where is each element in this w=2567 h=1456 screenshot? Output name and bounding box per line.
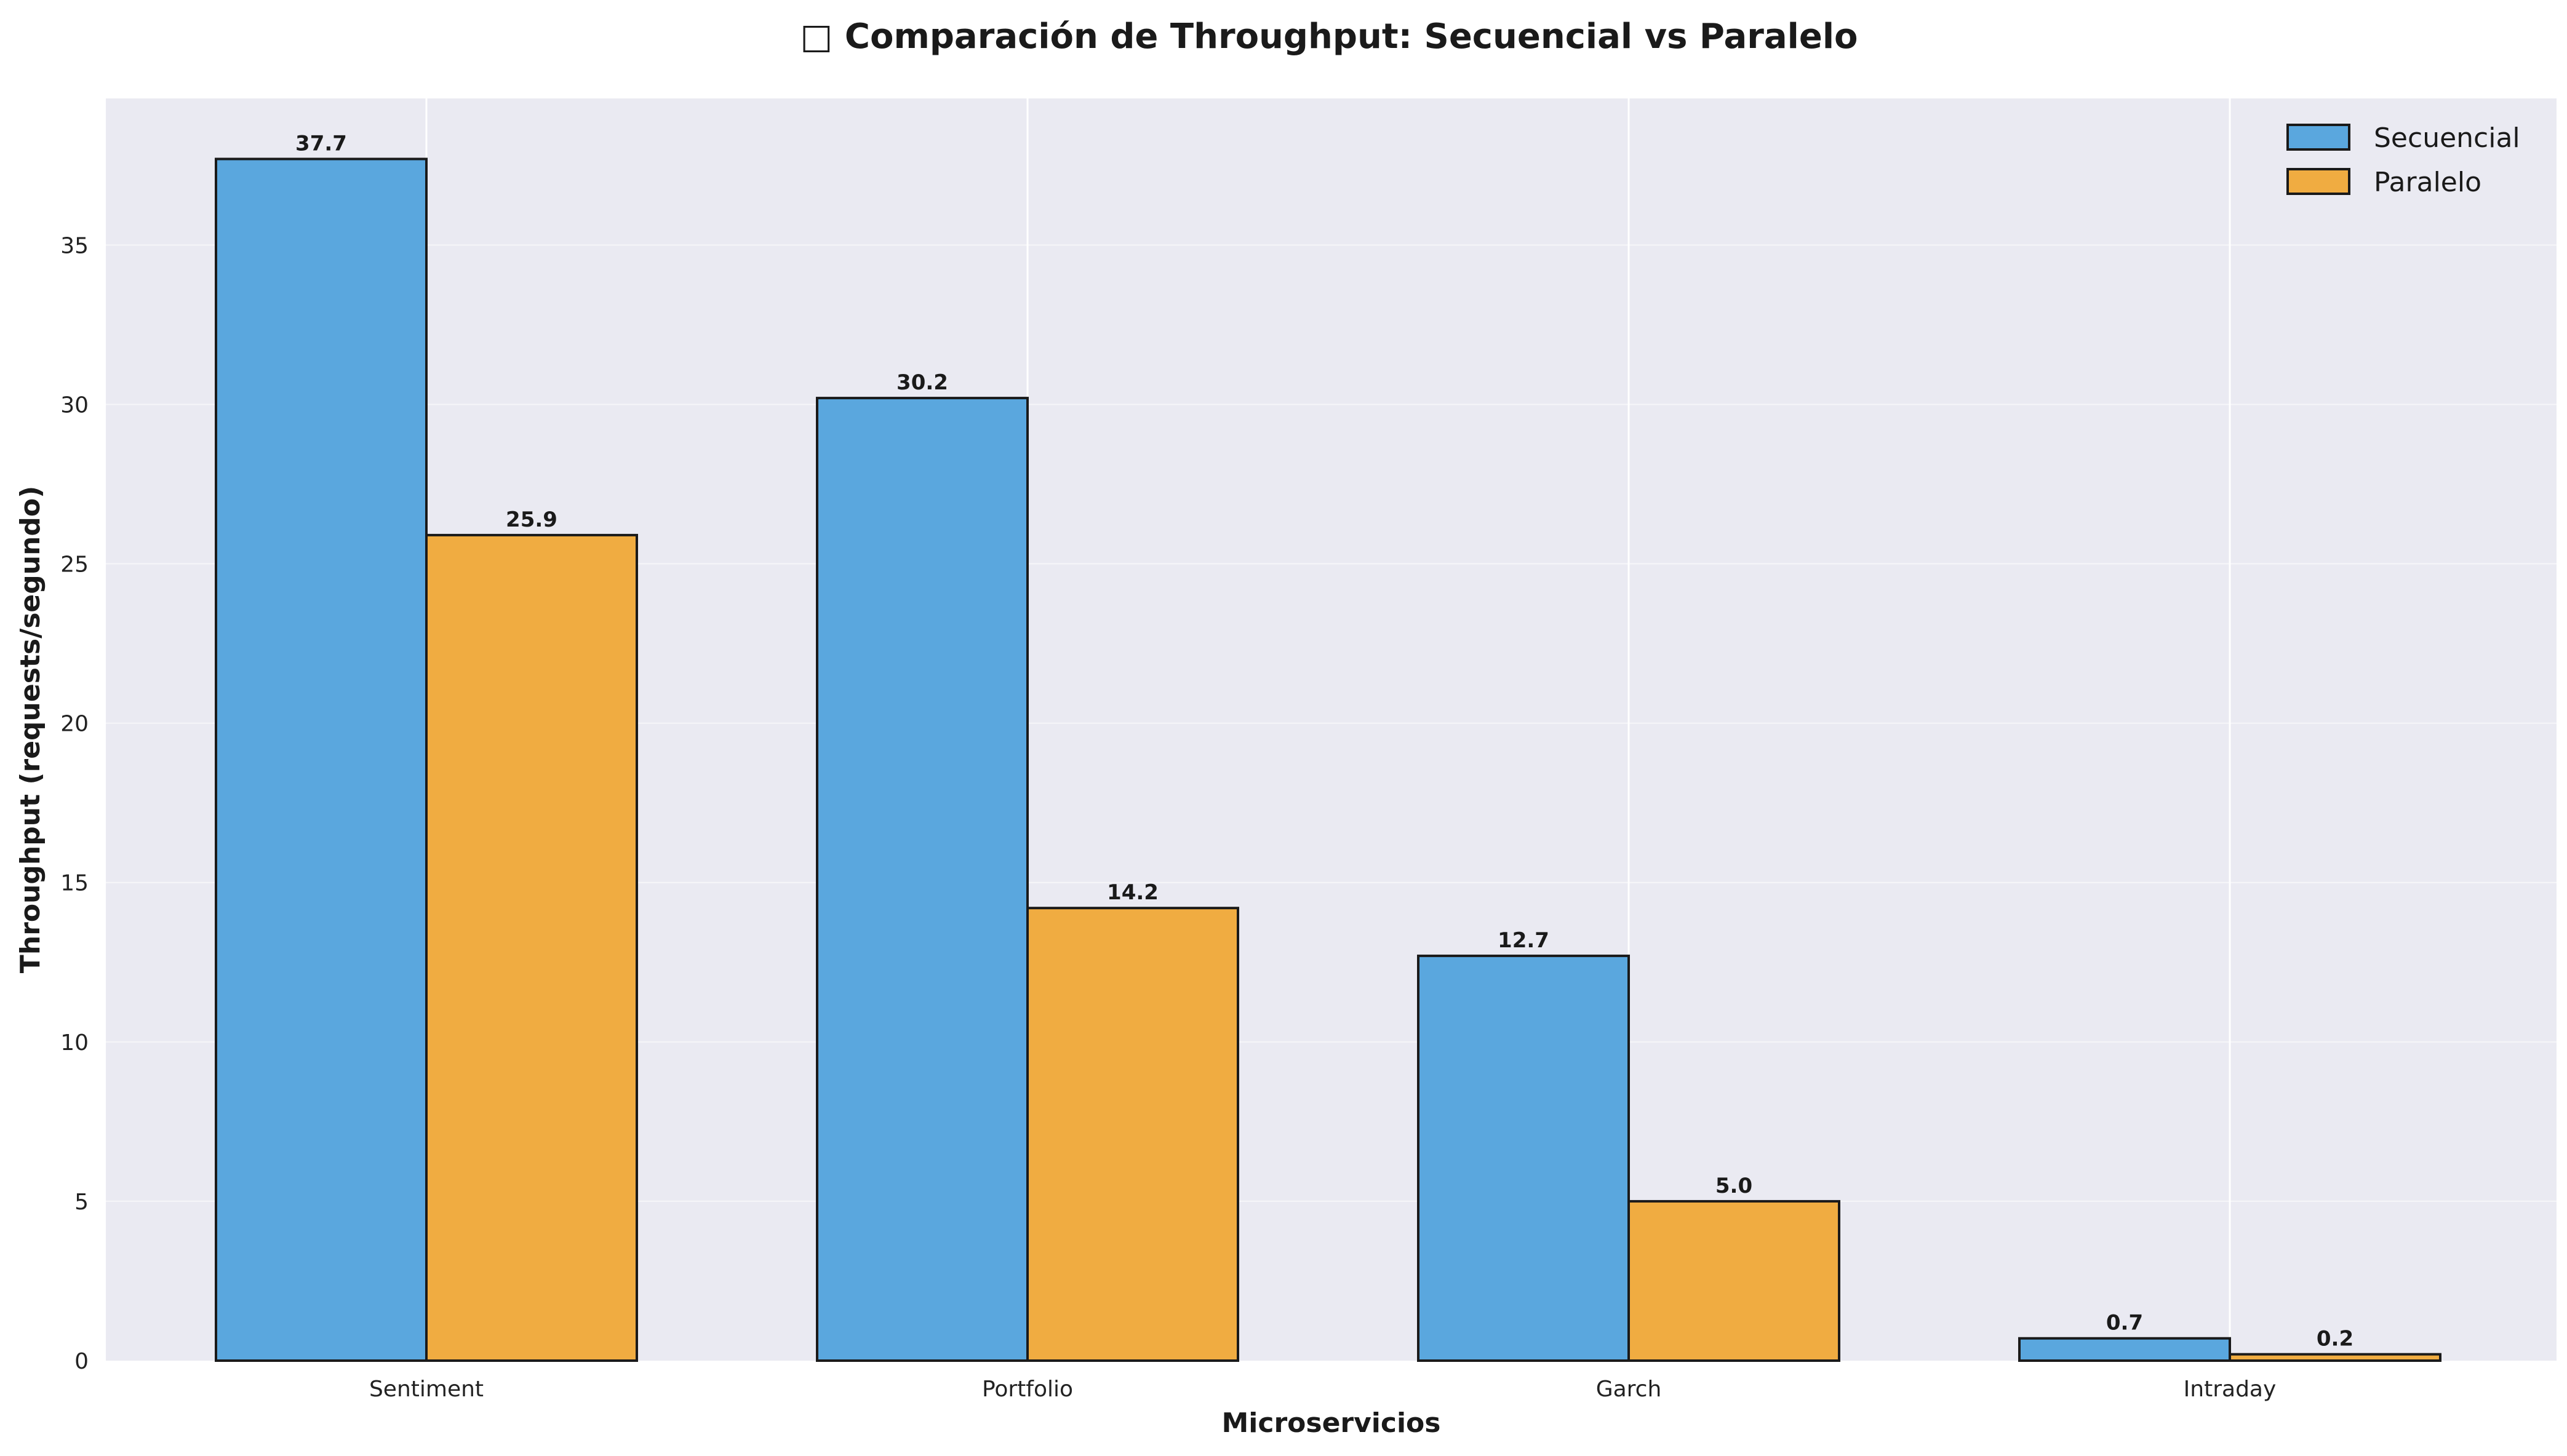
chart-title: □ Comparación de Throughput: Secuencial …	[800, 17, 1858, 57]
data-label-paralelo-intraday: 0.2	[2317, 1327, 2353, 1351]
bar-secuencial-garch	[1417, 954, 1630, 1362]
data-label-secuencial-intraday: 0.7	[2106, 1311, 2143, 1335]
x-axis-ticks: Sentiment Portfolio Garch Intraday	[369, 1377, 2276, 1402]
x-tick-label-intraday: Intraday	[2184, 1377, 2277, 1402]
y-tick-label: 30	[60, 392, 89, 418]
legend-swatch-paralelo	[2286, 168, 2350, 195]
bar-paralelo-sentiment	[425, 533, 638, 1363]
bar-secuencial-sentiment	[215, 157, 428, 1362]
legend-swatch-secuencial	[2286, 124, 2350, 151]
x-axis-label: Microservicios	[1222, 1407, 1441, 1439]
y-tick-label: 25	[60, 552, 89, 578]
y-tick-label: 10	[60, 1030, 89, 1056]
y-tick-label: 0	[74, 1349, 89, 1374]
bar-secuencial-intraday	[2018, 1337, 2231, 1363]
x-tick-label-sentiment: Sentiment	[369, 1377, 484, 1402]
bar-paralelo-intraday	[2229, 1353, 2441, 1363]
bars	[215, 157, 2441, 1363]
legend-label-secuencial: Secuencial	[2374, 122, 2520, 154]
data-label-paralelo-portfolio: 14.2	[1107, 880, 1159, 905]
legend-label-paralelo: Paralelo	[2374, 167, 2481, 198]
y-axis-label: Throughput (requests/segundo)	[15, 486, 46, 973]
chart-title-text: Comparación de Throughput: Secuencial vs…	[845, 17, 1858, 57]
bar-secuencial-portfolio	[816, 397, 1029, 1362]
data-label-secuencial-portfolio: 30.2	[896, 370, 948, 395]
missing-glyph-icon: □	[800, 17, 845, 57]
x-tick-label-garch: Garch	[1596, 1377, 1662, 1402]
data-label-secuencial-sentiment: 37.7	[295, 131, 347, 156]
y-tick-label: 15	[60, 871, 89, 896]
legend: Secuencial Paralelo	[2286, 122, 2520, 198]
data-label-secuencial-garch: 12.7	[1498, 928, 1549, 953]
y-tick-label: 5	[74, 1190, 89, 1215]
y-tick-label: 35	[60, 233, 89, 258]
y-axis-ticks: 0 5 10 15 20 25 30 35	[60, 233, 89, 1374]
x-tick-label-portfolio: Portfolio	[982, 1377, 1073, 1402]
y-tick-label: 20	[60, 712, 89, 737]
bar-paralelo-portfolio	[1026, 907, 1239, 1362]
data-label-paralelo-garch: 5.0	[1715, 1174, 1752, 1198]
data-labels: 37.7 30.2 12.7 0.7 25.9 14.2 5.0 0.2	[295, 131, 2353, 1351]
bar-paralelo-garch	[1627, 1199, 1840, 1362]
data-label-paralelo-sentiment: 25.9	[506, 507, 557, 532]
